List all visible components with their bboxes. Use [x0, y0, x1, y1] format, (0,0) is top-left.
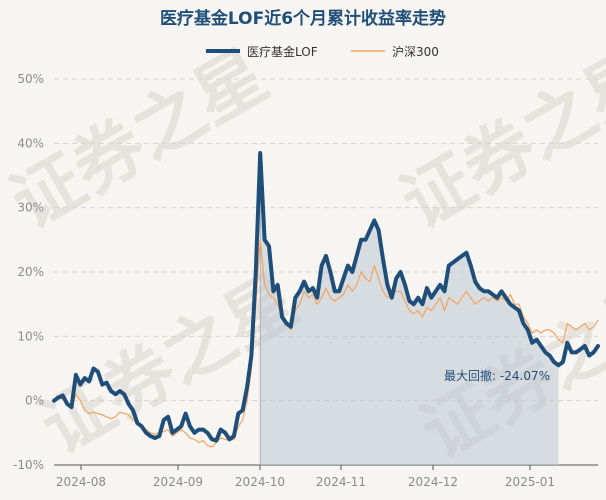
- x-axis-ticks: 2024-08 2024-09 2024-10 2024-11 2024-12 2025-…: [54, 464, 598, 489]
- y-tick-label: 0%: [25, 394, 44, 408]
- y-tick-label: 30%: [17, 201, 44, 215]
- y-tick-label: 50%: [17, 72, 44, 86]
- x-tick-label: 2024-11: [316, 475, 366, 489]
- series-line-fund: [52, 151, 600, 443]
- y-tick-label: 20%: [17, 265, 44, 279]
- y-tick-label: -10%: [13, 458, 44, 472]
- legend-label-fund: 医疗基金LOF: [247, 44, 318, 59]
- x-tick-label: 2024-08: [56, 475, 106, 489]
- y-axis-ticks: -10% 0% 10% 20% 30% 40% 50%: [13, 72, 44, 472]
- max-drawdown-label: 最大回撤: -24.07%: [444, 368, 550, 383]
- chart-title: 医疗基金LOF近6个月累计收益率走势: [160, 8, 446, 29]
- x-tick-label: 2024-09: [153, 475, 203, 489]
- x-tick-label: 2025-01: [505, 475, 555, 489]
- x-tick-label: 2024-10: [235, 475, 285, 489]
- legend-label-index: 沪深300: [392, 45, 439, 59]
- legend: 医疗基金LOF 沪深300: [206, 44, 439, 59]
- watermark-text: 证券之星: [388, 34, 606, 245]
- x-tick-label: 2024-12: [408, 475, 458, 489]
- series-lines: [52, 151, 600, 448]
- y-tick-label: 10%: [17, 329, 44, 343]
- y-tick-label: 40%: [17, 136, 44, 150]
- drawdown-fill: [260, 153, 559, 465]
